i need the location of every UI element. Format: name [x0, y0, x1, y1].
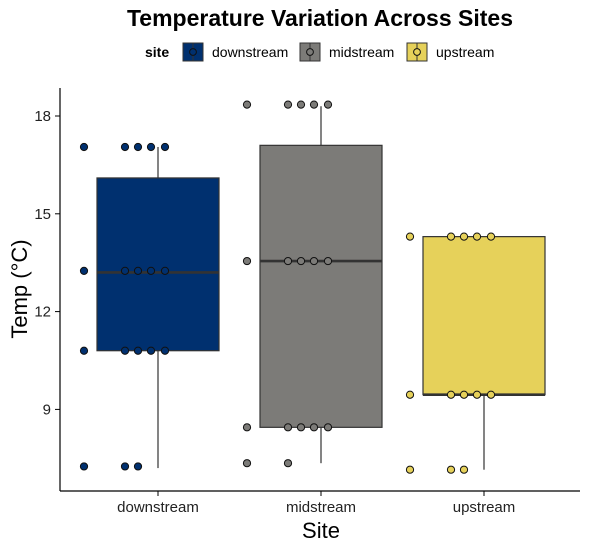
data-point [160, 266, 170, 275]
plot-area [79, 100, 546, 474]
x-tick-label: upstream [453, 499, 516, 516]
data-point [160, 346, 170, 355]
x-tick-label: midstream [286, 499, 356, 516]
y-tick-label: 9 [43, 401, 51, 418]
y-axis: 9 12 15 18 [34, 108, 60, 418]
data-point [242, 459, 252, 468]
y-tick-label: 12 [34, 304, 51, 321]
data-point [120, 462, 130, 471]
data-point [459, 390, 469, 399]
data-point [242, 423, 252, 432]
x-tick-label: downstream [117, 499, 199, 516]
data-point [323, 100, 333, 109]
legend: site downstream midstream upstream [145, 42, 494, 62]
series-downstream [79, 142, 220, 471]
data-point [486, 390, 496, 399]
data-point [242, 256, 252, 266]
data-point [446, 232, 456, 241]
data-point [296, 100, 306, 109]
series-upstream [405, 232, 546, 474]
data-point [242, 100, 252, 109]
data-point [79, 266, 89, 275]
data-point [323, 423, 333, 432]
legend-entry-midstream: midstream [299, 42, 394, 62]
data-point [133, 266, 143, 275]
data-point [309, 100, 319, 109]
data-point [472, 390, 482, 399]
data-point [146, 142, 156, 152]
data-point [120, 142, 130, 152]
data-point [120, 266, 130, 275]
legend-label: upstream [436, 44, 494, 60]
legend-title: site [145, 44, 169, 60]
legend-entry-upstream: upstream [406, 42, 494, 62]
data-point [309, 256, 319, 266]
data-point [446, 390, 456, 399]
data-point [296, 423, 306, 432]
data-point [486, 232, 496, 241]
chart-title: Temperature Variation Across Sites [127, 5, 513, 31]
data-point [309, 423, 319, 432]
data-point [283, 256, 293, 266]
legend-label: downstream [212, 44, 288, 60]
data-point [79, 346, 89, 355]
data-point [120, 346, 130, 355]
data-point [133, 462, 143, 471]
legend-label: midstream [329, 44, 394, 60]
data-point [296, 256, 306, 266]
box-downstream [96, 177, 220, 352]
data-point [79, 142, 89, 152]
x-axis-title: Site [302, 518, 340, 543]
y-tick-label: 15 [34, 206, 51, 223]
legend-key-point [306, 48, 314, 56]
data-point [472, 232, 482, 241]
x-axis: downstream midstream upstream [117, 491, 515, 516]
data-point [405, 465, 415, 474]
series-midstream [242, 100, 383, 468]
legend-key-point [189, 48, 197, 56]
data-point [323, 256, 333, 266]
data-point [146, 346, 156, 355]
data-point [283, 459, 293, 468]
legend-key-point [413, 48, 421, 56]
box-upstream [422, 236, 546, 396]
y-axis-title: Temp (°C) [7, 239, 32, 338]
legend-entry-downstream: downstream [182, 42, 288, 62]
data-point [283, 423, 293, 432]
data-point [146, 266, 156, 275]
data-point [405, 390, 415, 399]
data-point [133, 346, 143, 355]
data-point [283, 100, 293, 109]
data-point [160, 142, 170, 152]
data-point [405, 232, 415, 241]
y-tick-label: 18 [34, 108, 51, 125]
data-point [459, 465, 469, 474]
data-point [133, 142, 143, 152]
data-point [459, 232, 469, 241]
box-midstream [259, 144, 383, 428]
data-point [446, 465, 456, 474]
data-point [79, 462, 89, 471]
